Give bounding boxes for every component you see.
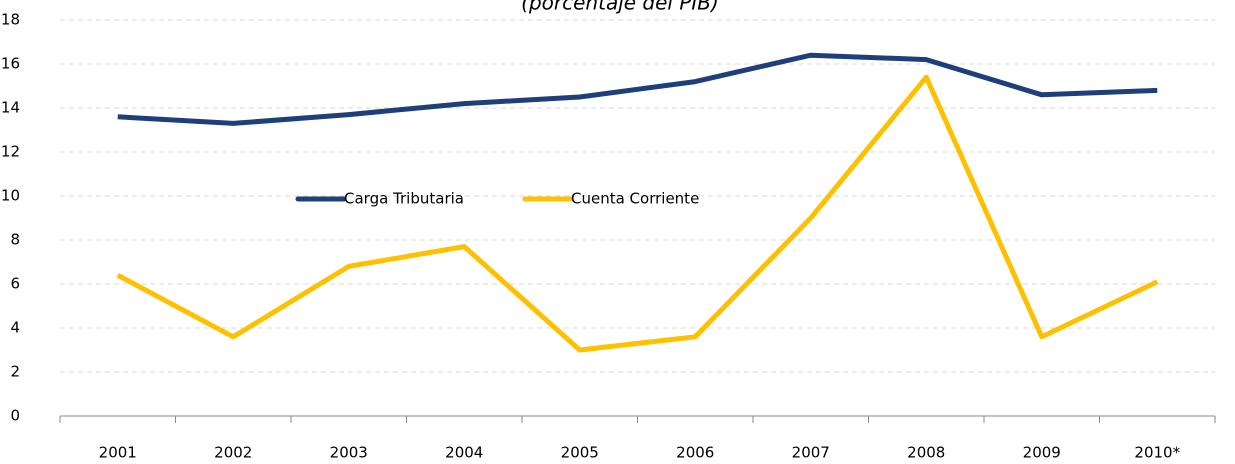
x-tick-label: 2009: [1023, 444, 1061, 462]
series-line: [117, 52, 1158, 126]
x-tick-label: 2010*: [1134, 444, 1180, 462]
y-tick-label: 0: [10, 407, 20, 425]
y-tick-label: 10: [1, 187, 20, 205]
series-line: [116, 74, 1159, 353]
legend-label: Cuenta Corriente: [571, 190, 699, 208]
y-tick-label: 2: [10, 363, 20, 381]
x-tick-label: 2008: [907, 444, 945, 462]
x-tick-label: 2006: [676, 444, 714, 462]
chart-title: (porcentaje del PIB): [521, 0, 719, 15]
y-tick-label: 14: [1, 99, 20, 117]
y-tick-label: 18: [1, 11, 20, 29]
x-tick-label: 2007: [792, 444, 830, 462]
x-tick-label: 2004: [445, 444, 483, 462]
x-tick-label: 2003: [330, 444, 368, 462]
x-tick-label: 2001: [99, 444, 137, 462]
y-tick-label: 4: [10, 319, 20, 337]
legend-label: Carga Tributaria: [344, 190, 464, 208]
y-tick-label: 8: [10, 231, 20, 249]
y-tick-label: 6: [10, 275, 20, 293]
y-tick-label: 12: [1, 143, 20, 161]
x-tick-label: 2005: [561, 444, 599, 462]
x-tick-label: 2002: [214, 444, 252, 462]
y-tick-label: 16: [1, 55, 20, 73]
